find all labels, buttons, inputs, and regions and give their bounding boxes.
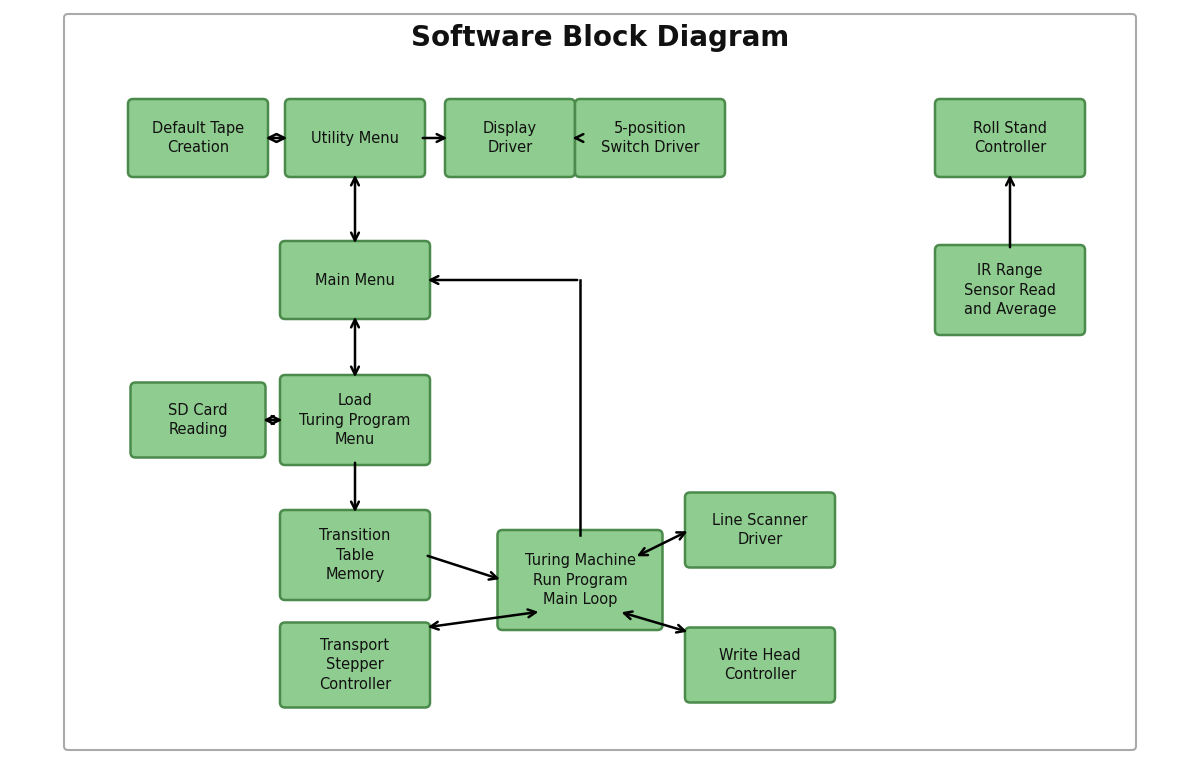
Text: SD Card
Reading: SD Card Reading (168, 403, 228, 438)
FancyBboxPatch shape (280, 375, 430, 465)
Text: Turing Machine
Run Program
Main Loop: Turing Machine Run Program Main Loop (524, 552, 636, 607)
FancyBboxPatch shape (64, 14, 1136, 750)
FancyBboxPatch shape (685, 493, 835, 568)
FancyBboxPatch shape (128, 99, 268, 177)
FancyBboxPatch shape (685, 627, 835, 703)
Text: Load
Turing Program
Menu: Load Turing Program Menu (299, 393, 410, 447)
Text: IR Range
Sensor Read
and Average: IR Range Sensor Read and Average (964, 263, 1056, 317)
Text: Software Block Diagram: Software Block Diagram (410, 24, 790, 52)
Text: Write Head
Controller: Write Head Controller (719, 648, 800, 682)
FancyBboxPatch shape (131, 383, 265, 458)
FancyBboxPatch shape (575, 99, 725, 177)
Text: Utility Menu: Utility Menu (311, 131, 400, 145)
FancyBboxPatch shape (286, 99, 425, 177)
Text: Main Menu: Main Menu (316, 273, 395, 287)
FancyBboxPatch shape (445, 99, 575, 177)
Text: Default Tape
Creation: Default Tape Creation (152, 121, 244, 155)
FancyBboxPatch shape (935, 245, 1085, 335)
Text: Line Scanner
Driver: Line Scanner Driver (713, 513, 808, 547)
FancyBboxPatch shape (280, 623, 430, 707)
Text: Transition
Table
Memory: Transition Table Memory (319, 528, 391, 582)
FancyBboxPatch shape (280, 510, 430, 600)
FancyBboxPatch shape (280, 241, 430, 319)
FancyBboxPatch shape (498, 530, 662, 630)
Text: Transport
Stepper
Controller: Transport Stepper Controller (319, 638, 391, 692)
FancyBboxPatch shape (935, 99, 1085, 177)
Text: Display
Driver: Display Driver (482, 121, 538, 155)
Text: 5-position
Switch Driver: 5-position Switch Driver (601, 121, 700, 155)
Text: Roll Stand
Controller: Roll Stand Controller (973, 121, 1046, 155)
